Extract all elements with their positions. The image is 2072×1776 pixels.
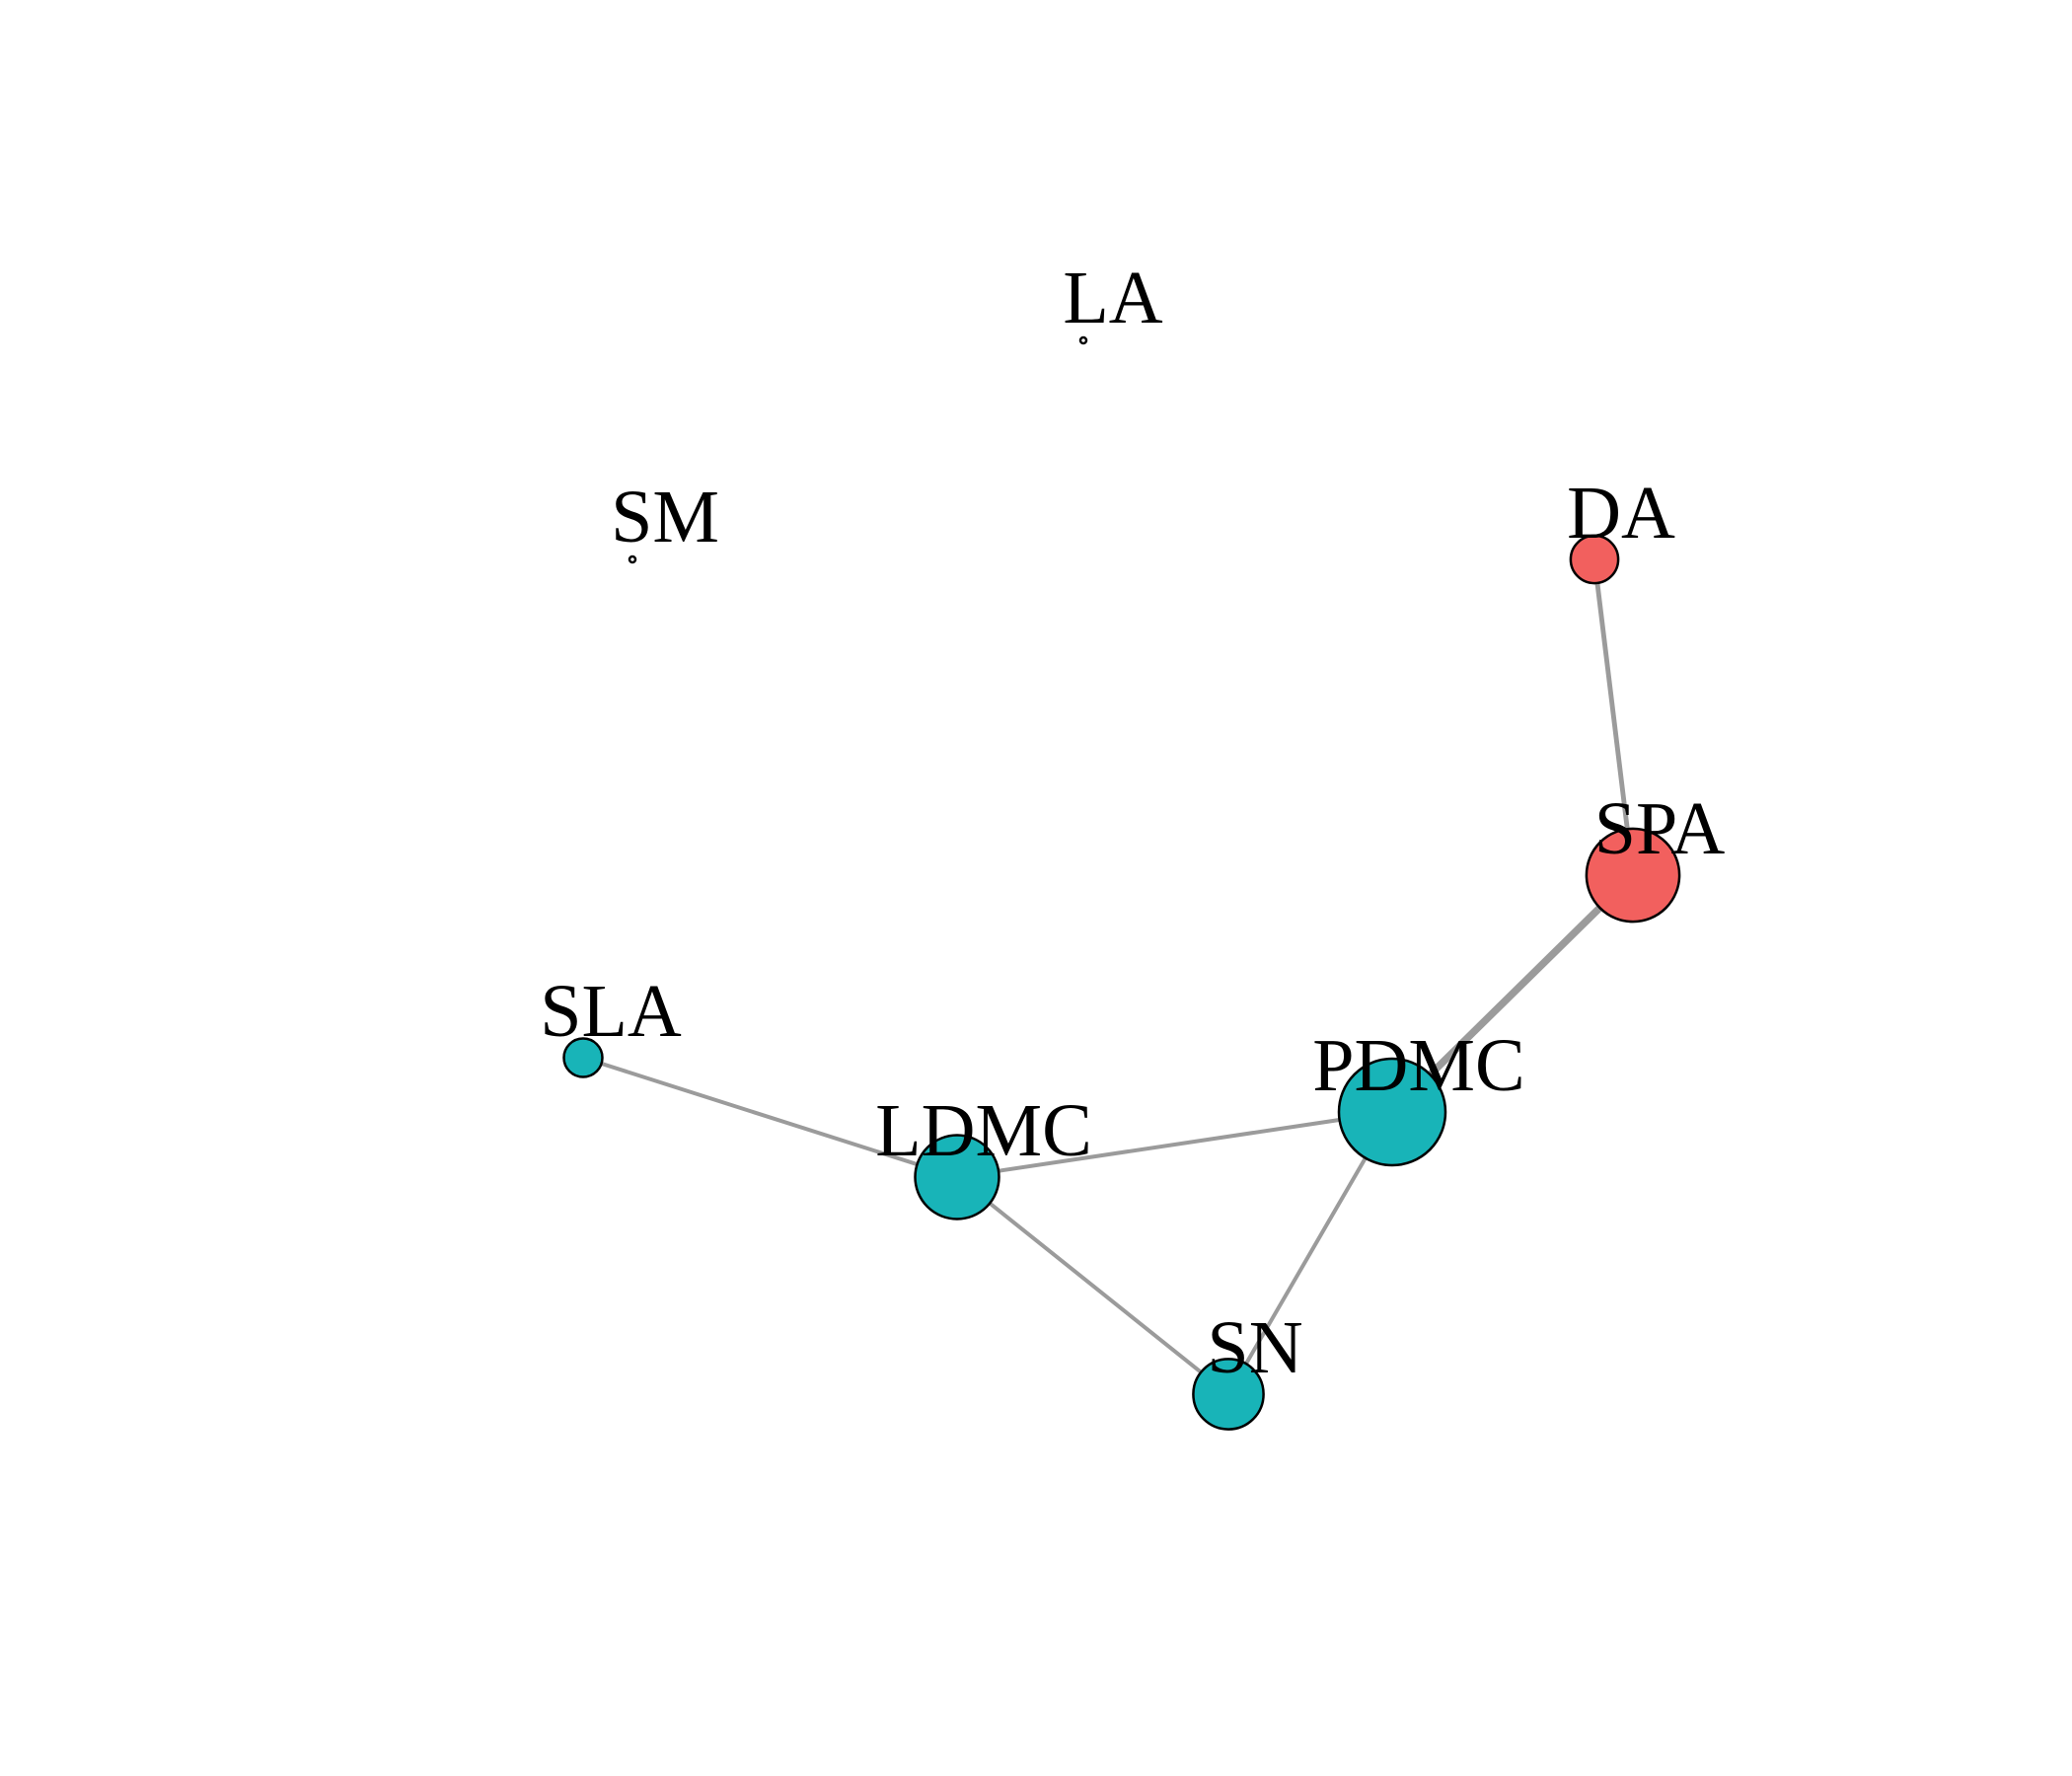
labels-layer: LA SM DA SPA SLA PDMC LDMC SN bbox=[540, 257, 1725, 1389]
node-spa[interactable] bbox=[1585, 827, 1681, 924]
node-da[interactable] bbox=[1569, 534, 1620, 585]
node-label-pdmc: PDMC bbox=[1312, 1024, 1524, 1107]
edges-layer bbox=[581, 556, 1637, 1396]
edge-spa-pdmc bbox=[1388, 871, 1637, 1116]
node-label-sm: SM bbox=[611, 476, 719, 558]
node-label-sn: SN bbox=[1207, 1306, 1302, 1389]
node-la[interactable] bbox=[1078, 335, 1088, 345]
node-sla[interactable] bbox=[562, 1037, 604, 1078]
node-label-spa: SPA bbox=[1594, 787, 1726, 870]
node-sn[interactable] bbox=[1192, 1358, 1265, 1431]
node-ldmc[interactable] bbox=[914, 1134, 1000, 1221]
node-label-ldmc: LDMC bbox=[875, 1089, 1092, 1172]
node-sm[interactable] bbox=[628, 555, 637, 564]
edge-ldmc-sn bbox=[955, 1175, 1230, 1396]
edge-ldmc-pdmc bbox=[955, 1110, 1394, 1179]
nodes-layer bbox=[562, 335, 1681, 1431]
edge-da-spa bbox=[1591, 556, 1636, 878]
node-label-la: LA bbox=[1063, 257, 1162, 339]
node-label-da: DA bbox=[1567, 472, 1675, 555]
node-label-sla: SLA bbox=[540, 970, 682, 1053]
edge-sla-ldmc bbox=[581, 1056, 959, 1179]
node-pdmc[interactable] bbox=[1337, 1057, 1447, 1167]
